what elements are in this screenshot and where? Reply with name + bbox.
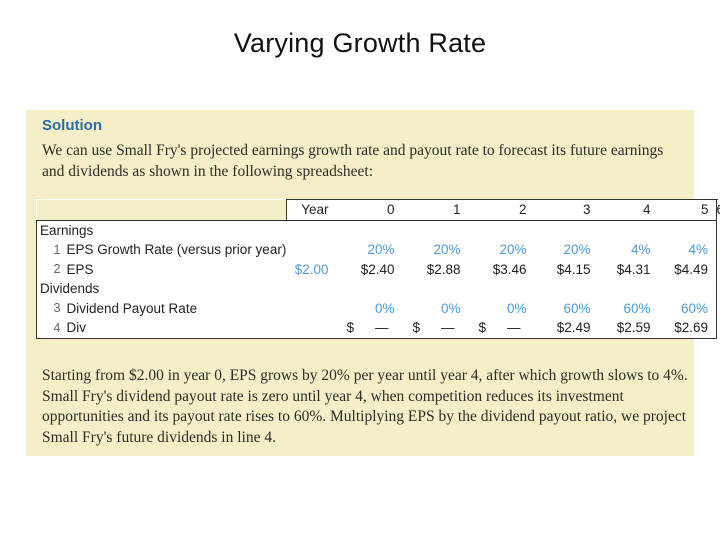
table-cell: 0%	[441, 300, 461, 316]
table-cell: 20%	[433, 242, 461, 258]
table-cell: $4.31	[616, 261, 651, 277]
row-label: EPS Growth Rate (versus prior year)	[66, 242, 287, 258]
table-cell: $ —	[468, 318, 535, 339]
row-label: Div	[66, 318, 287, 339]
row-number: 3	[36, 298, 67, 318]
table-row: 3 Dividend Payout Rate 0% 0% 0% 60% 60% …	[36, 298, 718, 319]
row-label: Dividend Payout Rate	[66, 300, 198, 316]
dash-value: —	[441, 320, 455, 335]
table-cell	[286, 318, 337, 339]
table-cell: $2.69	[658, 318, 718, 339]
dash-value: —	[375, 320, 389, 335]
table-cell: $ —	[336, 318, 403, 339]
spreadsheet-table: Year 0 1 2 3 4 5 6 Earnings 1 EPS Growth…	[35, 199, 720, 339]
row-number: 4	[36, 318, 67, 339]
table-cell: $2.00	[294, 261, 329, 277]
group-row-earnings: Earnings	[35, 220, 718, 240]
year-header: 0	[336, 199, 403, 221]
row-number: 2	[36, 259, 67, 279]
table-cell: $2.59	[598, 318, 659, 339]
solution-heading: Solution	[42, 117, 102, 134]
slide-title: Varying Growth Rate	[233, 28, 487, 58]
table-row: 4 Div $ — $ — $ — $2.49 $2.59 $2.69	[36, 318, 718, 339]
table-cell	[287, 299, 337, 319]
dollar-sign: $	[346, 320, 355, 335]
table-cell: $ —	[402, 318, 469, 339]
row-label: EPS	[66, 261, 94, 277]
year-header: 3	[534, 199, 599, 221]
table-cell: $4.49	[658, 259, 718, 279]
table-row: 1 EPS Growth Rate (versus prior year) 20…	[36, 240, 718, 260]
solution-body: Starting from $2.00 in year 0, EPS grows…	[42, 367, 688, 446]
table-cell: 20%	[563, 242, 591, 258]
table-cell: 4%	[631, 242, 651, 258]
dash-value: —	[507, 320, 521, 335]
year-label: Year	[286, 199, 337, 221]
dollar-sign: $	[478, 320, 487, 335]
solution-panel: Solution We can use Small Fry's projecte…	[26, 110, 720, 456]
group-label-dividends: Dividends	[35, 279, 287, 299]
table-cell: 60%	[623, 300, 651, 316]
table-cell	[287, 240, 337, 260]
group-row-dividends: Dividends	[35, 279, 718, 299]
table-cell: 60%	[658, 298, 718, 318]
year-header: 2	[468, 199, 535, 221]
table-cell: 20%	[367, 242, 395, 258]
year-header: 4	[598, 199, 659, 221]
year-header-row: Year 0 1 2 3 4 5 6	[36, 199, 720, 221]
dollar-sign: $	[412, 320, 421, 335]
table-cell: $2.49	[534, 318, 599, 339]
table-cell: 4%	[658, 240, 718, 260]
table-cell: $2.40	[360, 261, 395, 277]
year-header: 5	[658, 199, 717, 221]
solution-intro: We can use Small Fry's projected earning…	[42, 142, 664, 180]
table-cell: 0%	[375, 300, 395, 316]
table-cell: $2.88	[426, 261, 461, 277]
table-cell: 20%	[499, 242, 527, 258]
table-cell: 0%	[507, 300, 527, 316]
table-row: 2 EPS $2.00 $2.40 $2.88 $3.46 $4.15 $4.3…	[36, 259, 718, 279]
table-cell: $4.15	[556, 261, 591, 277]
table-cell: $3.46	[492, 261, 527, 277]
row-number: 1	[36, 240, 67, 260]
year-header: 1	[402, 199, 469, 221]
group-label-earnings: Earnings	[35, 220, 287, 240]
table-cell: 60%	[563, 300, 591, 316]
